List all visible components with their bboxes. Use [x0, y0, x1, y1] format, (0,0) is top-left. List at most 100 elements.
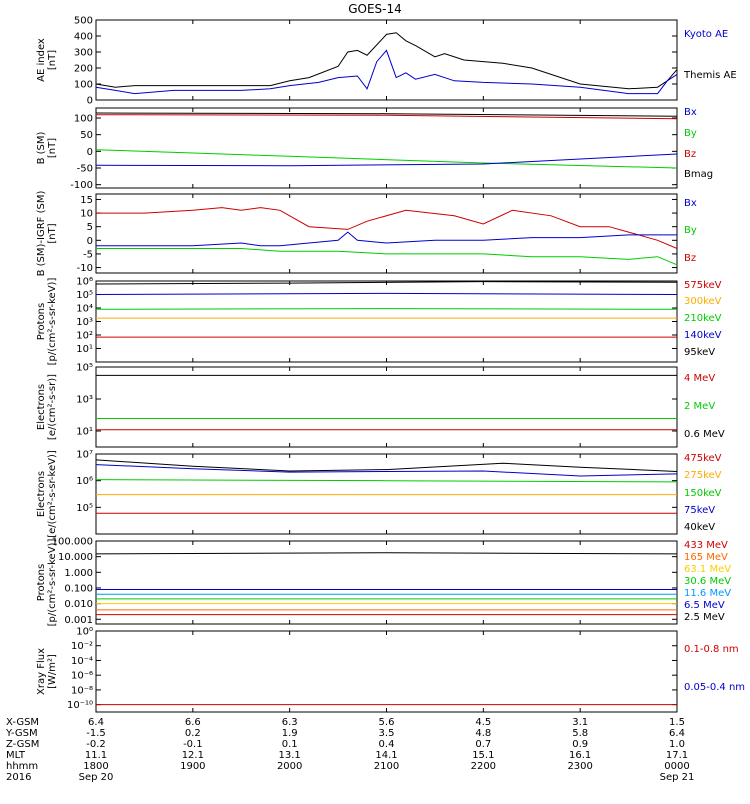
ephemeris-value: 0000 — [664, 761, 689, 772]
legend-entry-ae: Kyoto AE — [684, 29, 728, 40]
series-line-protons_low-210kev — [95, 308, 678, 310]
ephemeris-row-label: Y-GSM — [5, 728, 38, 739]
y-tick-label-protons_high: 0.001 — [64, 615, 93, 626]
ephemeris-value: 6.4 — [88, 717, 104, 728]
y-tick-label-ae: 0 — [87, 96, 93, 107]
legend-entry-bsm: Bx — [684, 107, 697, 118]
y-tick-label-ae: 100 — [74, 80, 93, 91]
y-tick-label-protons_low: 10⁶ — [76, 277, 93, 288]
panel-frame-xray — [95, 630, 678, 713]
y-tick-label-electrons_low: 10⁵ — [76, 503, 93, 514]
y-axis-label-protons_low: [p/(cm²-s-sr-keV)] — [47, 278, 58, 366]
ephemeris-value: 11.1 — [85, 750, 107, 761]
ephemeris-value: 3.5 — [379, 728, 395, 739]
ephemeris-row-label: Z-GSM — [6, 739, 39, 750]
ephemeris-row-label: 2016 — [6, 772, 31, 783]
legend-entry-electrons_high: 2 MeV — [684, 401, 715, 412]
y-tick-label-protons_high: 0.010 — [64, 599, 93, 610]
y-axis-label-electrons_high: Electrons — [36, 384, 47, 430]
y-tick-label-xray: 10⁻² — [71, 641, 93, 652]
y-axis-label-electrons_low: [e/(cm²-s-sr-keV)] — [47, 450, 58, 538]
ephemeris-value: 0.2 — [185, 728, 201, 739]
y-tick-label-bsmigrf: 10 — [80, 209, 93, 220]
y-tick-label-ae: 400 — [74, 32, 93, 43]
y-axis-label-ae: [nT] — [47, 50, 58, 70]
y-tick-label-xray: 10⁻¹⁰ — [67, 700, 93, 711]
y-axis-label-xray: [W/m²] — [47, 654, 58, 689]
series-line-protons_high-2-5-mev — [95, 552, 678, 555]
ephemeris-value: 17.1 — [666, 750, 688, 761]
panel-frame-bsmigrf — [95, 193, 678, 274]
ephemeris-value: 2100 — [374, 761, 399, 772]
series-line-ae-themis-ae — [95, 32, 678, 90]
ephemeris-value: 0.9 — [572, 739, 588, 750]
y-axis-label-protons_low: Protons — [36, 303, 47, 340]
legend-entry-bsmigrf: Bz — [684, 253, 696, 264]
ephemeris-value: 0.4 — [379, 739, 395, 750]
y-tick-label-bsmigrf: 5 — [87, 222, 93, 233]
ephemeris-value: -0.2 — [86, 739, 106, 750]
ephemeris-value: 1.0 — [669, 739, 685, 750]
ephemeris-value: 6.3 — [282, 717, 298, 728]
ephemeris-value: 0.7 — [475, 739, 491, 750]
legend-entry-protons_low: 95keV — [684, 347, 715, 358]
ephemeris-value: 2000 — [277, 761, 302, 772]
y-tick-label-bsm: -100 — [70, 180, 93, 191]
ephemeris-value: 5.6 — [379, 717, 395, 728]
ephemeris-value: 6.4 — [669, 728, 685, 739]
y-tick-label-protons_high: 0.100 — [64, 583, 93, 594]
series-line-protons_low-140kev — [95, 292, 678, 295]
ephemeris-value: 15.1 — [472, 750, 494, 761]
legend-entry-protons_high: 2.5 MeV — [684, 612, 725, 623]
ephemeris-value: 6.6 — [185, 717, 201, 728]
legend-entry-bsm: Bz — [684, 149, 696, 160]
chart-title: GOES-14 — [348, 2, 402, 16]
legend-entry-electrons_low: 75keV — [684, 505, 715, 516]
y-tick-label-protons_high: 1.000 — [64, 568, 93, 579]
legend-entry-bsm: By — [684, 128, 697, 139]
legend-entry-protons_high: 30.6 MeV — [684, 576, 731, 587]
y-axis-label-protons_high: Protons — [36, 564, 47, 601]
series-line-bsmigrf-bz — [96, 207, 678, 249]
series-line-bsm-bmag — [95, 112, 678, 117]
legend-entry-electrons_low: 150keV — [684, 488, 722, 499]
y-tick-label-ae: 500 — [74, 16, 93, 27]
ephemeris-value: 2300 — [567, 761, 592, 772]
legend-entry-protons_low: 300keV — [684, 296, 722, 307]
y-axis-label-bsm: B (SM) — [36, 131, 47, 164]
legend-entry-bsmigrf: Bx — [684, 198, 697, 209]
y-tick-label-electrons_high: 10⁵ — [76, 363, 93, 374]
legend-entry-bsm: Bmag — [684, 169, 713, 180]
ephemeris-value: 0.1 — [282, 739, 298, 750]
y-tick-label-ae: 300 — [74, 48, 93, 59]
y-tick-label-bsm: 100 — [74, 114, 93, 125]
legend-entry-protons_low: 140keV — [684, 330, 722, 341]
ephemeris-value: 12.1 — [182, 750, 204, 761]
y-tick-label-protons_low: 10² — [76, 331, 93, 342]
legend-entry-protons_low: 210keV — [684, 313, 722, 324]
ephemeris-value: -0.1 — [183, 739, 203, 750]
ephemeris-value: 14.1 — [375, 750, 397, 761]
series-line-bsm-bz — [95, 114, 678, 120]
ephemeris-value: 2200 — [471, 761, 496, 772]
ephemeris-value: -1.5 — [86, 728, 106, 739]
ephemeris-value: 13.1 — [279, 750, 301, 761]
panel-frame-electrons_high — [95, 366, 678, 448]
y-tick-label-xray: 10⁻⁶ — [71, 671, 93, 682]
y-tick-label-xray: 10⁻⁸ — [71, 685, 93, 696]
series-line-bsm-bx — [95, 153, 678, 167]
y-tick-label-protons_low: 10¹ — [76, 344, 93, 355]
series-line-electrons_low-150kev — [95, 479, 678, 483]
y-tick-label-bsmigrf: 0 — [87, 236, 93, 247]
ephemeris-value: 4.8 — [475, 728, 491, 739]
ephemeris-row-label: hhmm — [6, 761, 38, 772]
legend-entry-xray: 0.05-0.4 nm — [684, 682, 745, 693]
legend-entry-protons_high: 165 MeV — [684, 552, 728, 563]
legend-entry-protons_high: 433 MeV — [684, 540, 728, 551]
y-tick-label-protons_low: 10⁴ — [76, 304, 93, 315]
series-line-electrons_low-75kev — [95, 464, 678, 477]
series-line-bsmigrf-bx — [96, 231, 677, 247]
y-axis-label-bsmigrf: [nT] — [47, 223, 58, 243]
